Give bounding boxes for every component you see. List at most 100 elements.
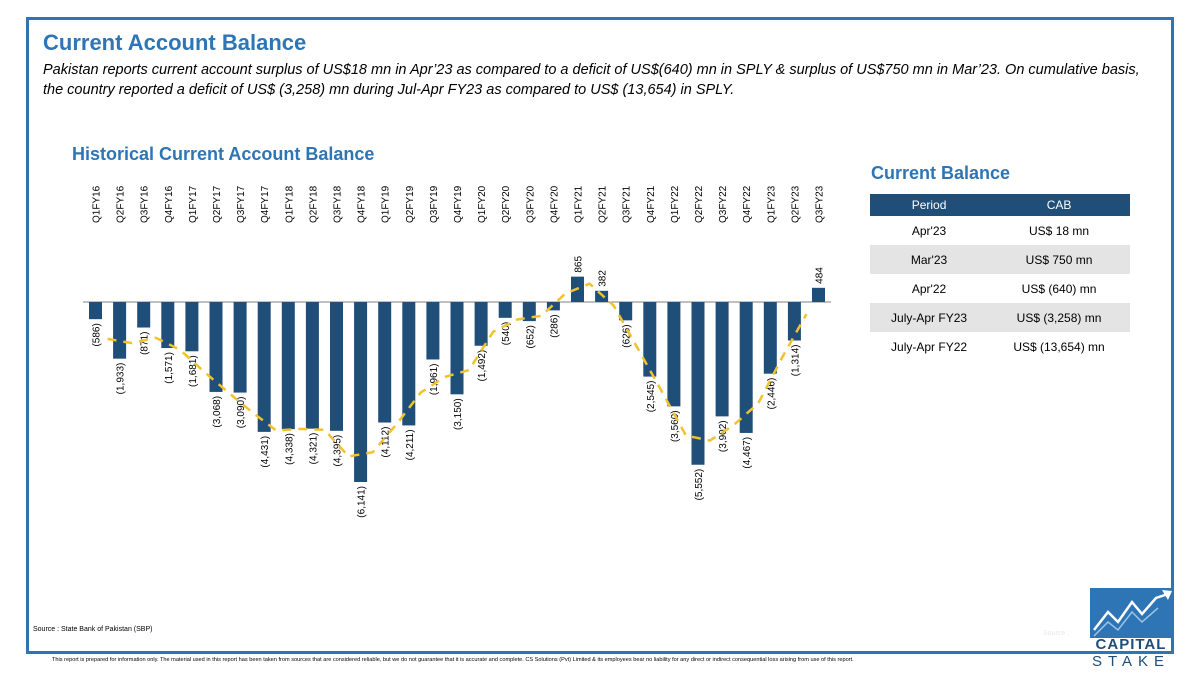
category-label: Q2FY19: [405, 185, 416, 223]
table-row: Apr'22 US$ (640) mn: [870, 274, 1130, 303]
category-label: Q3FY20: [525, 185, 536, 223]
data-label: (3,902): [718, 420, 729, 452]
category-label: Q4FY22: [742, 185, 753, 223]
data-label: (4,321): [308, 433, 319, 465]
category-label: Q3FY16: [140, 185, 151, 223]
category-label: Q3FY19: [429, 185, 440, 223]
bar: [185, 302, 199, 352]
data-label: 484: [815, 267, 826, 284]
cab-cell: US$ (13,654) mn: [1013, 339, 1105, 354]
bar: [522, 302, 536, 322]
category-label: Q1FY22: [670, 185, 681, 223]
current-balance-table: Period CAB Apr'23 US$ 18 mn Mar'23 US$ 7…: [870, 194, 1130, 361]
bar: [474, 302, 488, 346]
data-label: (4,112): [381, 427, 392, 458]
data-label: (1,571): [164, 352, 175, 384]
category-label: Q1FY19: [381, 185, 392, 223]
data-label: (540): [501, 322, 512, 345]
chart-title: Historical Current Account Balance: [72, 144, 375, 164]
slide-frame: [26, 17, 1174, 654]
logo-text-stake: STAKE: [1091, 653, 1171, 670]
data-label: (4,211): [405, 429, 416, 460]
data-label: (286): [549, 314, 560, 337]
category-label: Q2FY20: [501, 185, 512, 223]
bar: [89, 302, 102, 320]
faint-source-text: Source :: [1043, 630, 1070, 637]
bar: [161, 302, 175, 349]
bar: [305, 302, 319, 429]
data-label: (1,961): [429, 363, 440, 395]
bar: [233, 302, 247, 393]
table-title: Current Balance: [871, 163, 1011, 183]
table-header-row: Period CAB: [870, 194, 1130, 216]
data-label: (4,338): [284, 433, 295, 465]
table-row: July-Apr FY23 US$ (3,258) mn: [870, 303, 1130, 332]
period-cell: Apr'23: [911, 223, 947, 238]
data-label: (1,933): [116, 363, 127, 395]
logo-chart-icon: [1090, 588, 1174, 638]
category-label: Q2FY16: [116, 185, 127, 223]
bar: [763, 302, 777, 374]
category-label: Q2FY17: [212, 185, 223, 223]
bar: [113, 302, 127, 359]
summary-text: Pakistan reports current account surplus…: [43, 62, 1140, 98]
bar: [643, 302, 657, 377]
trend-line: [107, 282, 808, 458]
data-label: (871): [140, 332, 151, 355]
category-label: Q3FY23: [815, 185, 826, 223]
table-row: July-Apr FY22 US$ (13,654) mn: [870, 332, 1130, 361]
category-label: Q4FY21: [646, 185, 657, 223]
category-label: Q4FY18: [357, 185, 368, 223]
cab-cell: US$ (640) mn: [1021, 281, 1097, 296]
data-label: (3,150): [453, 398, 464, 430]
data-label: (2,545): [646, 381, 657, 413]
category-label: Q4FY20: [549, 185, 560, 223]
category-label: Q3FY22: [718, 185, 729, 223]
cab-cell: US$ 18 mn: [1029, 223, 1090, 238]
column-header-cab: CAB: [988, 194, 1130, 216]
bar: [546, 302, 560, 311]
bar: [426, 302, 440, 360]
bar: [137, 302, 151, 328]
data-label: (626): [622, 324, 633, 347]
category-label: Q1FY18: [284, 185, 295, 223]
data-label: (1,492): [477, 350, 488, 382]
capital-stake-logo: CAPITAL STAKE: [1088, 588, 1174, 672]
bar: [378, 302, 392, 423]
category-label: Q3FY21: [622, 185, 633, 223]
data-label: (3,560): [670, 410, 681, 442]
period-cell: July-Apr FY22: [891, 339, 968, 354]
data-label: (2,446): [766, 378, 777, 410]
table-row: Apr'23 US$ 18 mn: [870, 216, 1130, 245]
category-label: Q3FY17: [236, 185, 247, 223]
bar: [739, 302, 753, 433]
data-label: (4,467): [742, 437, 753, 469]
bar: [691, 302, 705, 465]
bar: [450, 302, 464, 395]
data-label: (586): [92, 323, 103, 346]
category-label: Q1FY23: [766, 185, 777, 223]
data-label: (4,395): [333, 435, 344, 467]
bar: [330, 302, 343, 431]
category-label: Q1FY21: [574, 185, 585, 223]
disclaimer-text: This report is prepared for information …: [52, 657, 854, 663]
data-label: (1,681): [188, 355, 199, 387]
page-title: Current Account Balance: [43, 30, 307, 55]
cab-cell: US$ (3,258) mn: [988, 303, 1130, 332]
bar: [812, 287, 825, 302]
data-label: (6,141): [357, 486, 368, 518]
data-label: (652): [525, 325, 536, 348]
data-label: 382: [598, 270, 609, 287]
bar: [595, 290, 609, 302]
data-label: (3,068): [212, 396, 223, 428]
period-cell: Mar'23: [870, 245, 989, 274]
period-cell: July-Apr FY23: [870, 303, 989, 332]
period-cell: Apr'22: [911, 281, 947, 296]
bar: [667, 302, 681, 407]
source-note: Source : State Bank of Pakistan (SBP): [33, 626, 153, 633]
bar: [715, 302, 729, 417]
table-row: Mar'23 US$ 750 mn: [870, 245, 1130, 274]
bar: [209, 302, 223, 392]
bar-chart: Q1FY16 (586) Q2FY16 (1,933) Q3FY16 (871) Q4FY1…: [83, 185, 831, 518]
data-label: (5,552): [694, 469, 705, 501]
